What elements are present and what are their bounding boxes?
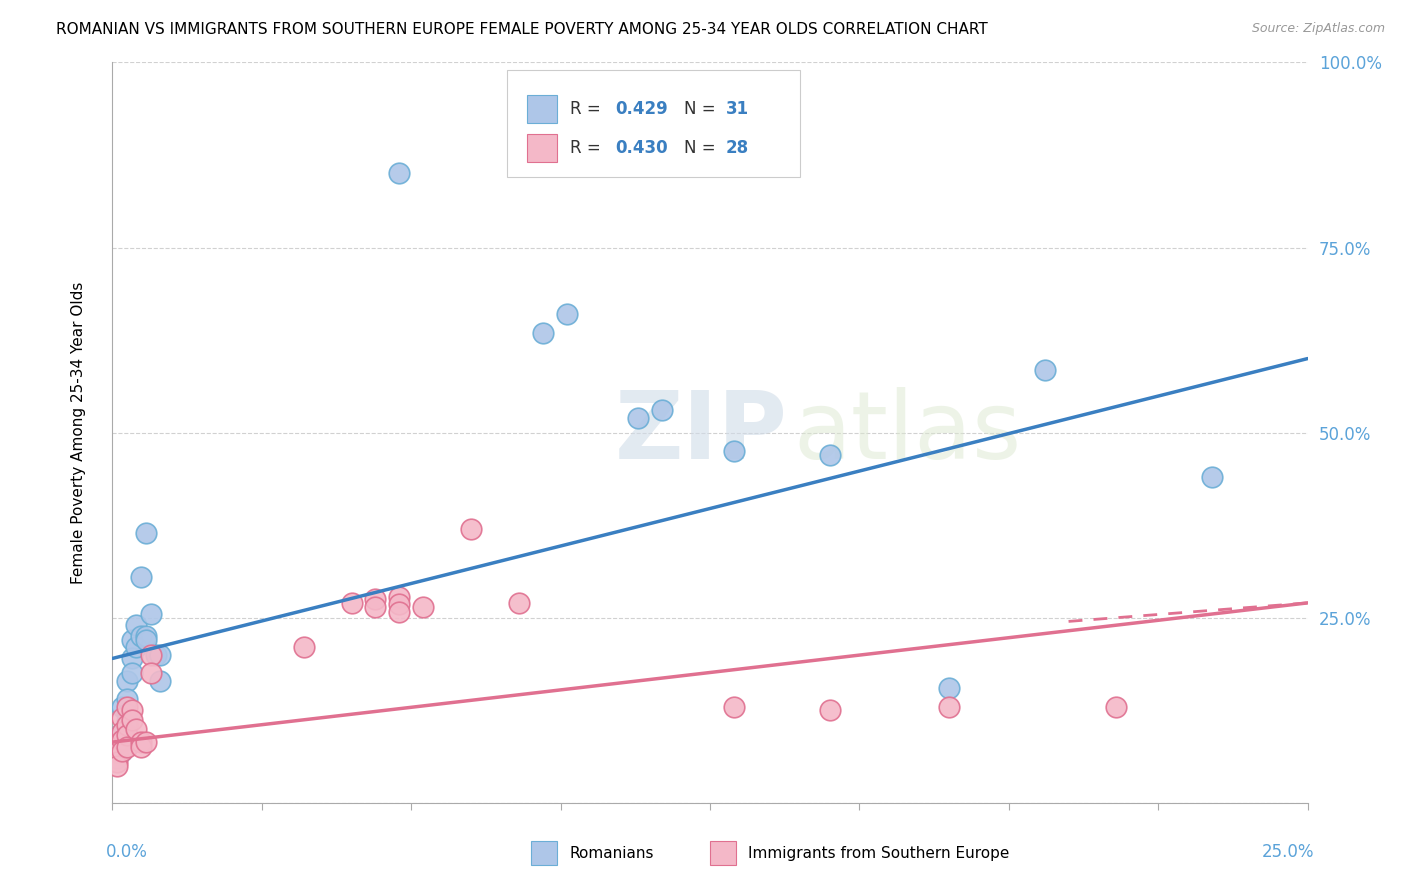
Point [412, 599, 434, 614]
Point [135, 632, 157, 647]
Point [1201, 470, 1223, 484]
Text: atlas: atlas [793, 386, 1022, 479]
Point [121, 651, 143, 665]
Point [149, 673, 172, 688]
Point [651, 403, 673, 417]
FancyBboxPatch shape [527, 134, 557, 161]
Point [1033, 362, 1056, 376]
Point [125, 640, 148, 655]
Text: 25.0%: 25.0% [1263, 843, 1315, 861]
Point [125, 618, 148, 632]
Point [111, 737, 134, 751]
Point [129, 740, 152, 755]
Point [115, 673, 138, 688]
FancyBboxPatch shape [527, 95, 557, 123]
Text: ZIP: ZIP [614, 386, 787, 479]
FancyBboxPatch shape [710, 841, 737, 865]
Point [139, 648, 162, 662]
Point [115, 706, 138, 721]
Point [818, 703, 841, 717]
Text: 0.430: 0.430 [616, 138, 668, 157]
Point [111, 725, 134, 739]
Point [460, 522, 482, 536]
Point [105, 740, 128, 755]
Text: 0.429: 0.429 [616, 100, 668, 118]
Point [364, 599, 387, 614]
Point [115, 740, 138, 755]
Text: Immigrants from Southern Europe: Immigrants from Southern Europe [748, 846, 1010, 861]
Text: ROMANIAN VS IMMIGRANTS FROM SOUTHERN EUROPE FEMALE POVERTY AMONG 25-34 YEAR OLDS: ROMANIAN VS IMMIGRANTS FROM SOUTHERN EUR… [56, 22, 988, 37]
Point [115, 714, 138, 729]
Point [105, 755, 128, 769]
Point [105, 747, 128, 762]
Point [531, 326, 554, 340]
Text: N =: N = [683, 138, 721, 157]
Point [105, 746, 128, 760]
Point [145, 648, 167, 662]
Point [292, 640, 315, 655]
Text: R =: R = [571, 138, 606, 157]
Text: Source: ZipAtlas.com: Source: ZipAtlas.com [1251, 22, 1385, 36]
Text: Romanians: Romanians [569, 846, 654, 861]
Point [121, 666, 143, 681]
Point [149, 648, 172, 662]
Point [135, 525, 157, 540]
Text: 0.0%: 0.0% [105, 843, 148, 861]
Point [125, 722, 148, 736]
Point [938, 699, 960, 714]
Point [555, 307, 578, 321]
Point [111, 699, 134, 714]
Point [115, 728, 138, 742]
Y-axis label: Female Poverty Among 25-34 Year Olds: Female Poverty Among 25-34 Year Olds [72, 282, 86, 583]
Point [627, 410, 650, 425]
Point [105, 751, 128, 765]
Text: R =: R = [571, 100, 606, 118]
Point [818, 448, 841, 462]
Text: N =: N = [683, 100, 721, 118]
Point [111, 744, 134, 758]
Point [364, 592, 387, 607]
Point [111, 744, 134, 758]
Point [111, 725, 134, 739]
Point [129, 570, 152, 584]
Point [105, 737, 128, 751]
FancyBboxPatch shape [508, 70, 800, 178]
Point [1105, 699, 1128, 714]
Point [115, 699, 138, 714]
Point [121, 632, 143, 647]
Point [121, 703, 143, 717]
Point [723, 699, 745, 714]
Point [105, 732, 128, 747]
Point [135, 735, 157, 749]
Point [340, 596, 363, 610]
Point [111, 732, 134, 747]
Point [508, 596, 530, 610]
Point [723, 444, 745, 458]
Point [115, 692, 138, 706]
Point [388, 166, 411, 180]
Point [139, 607, 162, 621]
Point [129, 735, 152, 749]
Point [135, 629, 157, 643]
Point [388, 598, 411, 612]
Point [115, 718, 138, 732]
Text: 28: 28 [725, 138, 748, 157]
Point [111, 711, 134, 725]
Point [105, 758, 128, 772]
Point [388, 605, 411, 619]
Point [388, 590, 411, 604]
Point [139, 666, 162, 681]
Point [938, 681, 960, 695]
Text: 31: 31 [725, 100, 748, 118]
Point [121, 713, 143, 727]
FancyBboxPatch shape [531, 841, 557, 865]
Point [129, 629, 152, 643]
